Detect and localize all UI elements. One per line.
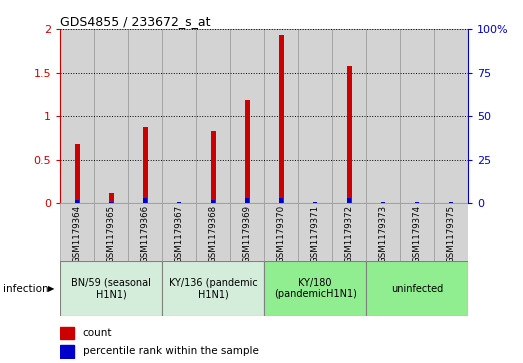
Bar — [162, 29, 196, 203]
Text: GSM1179373: GSM1179373 — [379, 205, 388, 264]
Bar — [347, 198, 351, 203]
Text: GSM1179367: GSM1179367 — [175, 205, 184, 264]
Bar — [60, 327, 74, 339]
Text: GSM1179372: GSM1179372 — [345, 205, 354, 264]
Bar — [94, 203, 128, 270]
Bar — [434, 203, 468, 270]
Text: count: count — [83, 328, 112, 338]
Text: infection: infection — [3, 284, 48, 294]
Bar — [162, 203, 196, 270]
Text: GSM1179370: GSM1179370 — [277, 205, 286, 264]
Bar — [313, 201, 317, 203]
Bar — [332, 29, 366, 203]
Bar — [211, 200, 215, 203]
Text: uninfected: uninfected — [391, 284, 443, 294]
Text: GSM1179371: GSM1179371 — [311, 205, 320, 264]
Bar — [128, 29, 162, 203]
Bar — [143, 198, 147, 203]
Bar — [332, 203, 366, 270]
Text: BN/59 (seasonal
H1N1): BN/59 (seasonal H1N1) — [71, 278, 151, 299]
Bar — [128, 203, 162, 270]
Bar — [245, 198, 249, 203]
Text: GSM1179374: GSM1179374 — [413, 205, 422, 264]
Bar — [211, 131, 215, 203]
Bar — [230, 29, 264, 203]
Text: GSM1179369: GSM1179369 — [243, 205, 252, 263]
Bar — [415, 201, 419, 203]
Text: GSM1179364: GSM1179364 — [73, 205, 82, 264]
Text: GSM1179365: GSM1179365 — [107, 205, 116, 264]
Bar — [109, 201, 113, 203]
Bar — [264, 203, 298, 270]
Bar — [60, 203, 94, 270]
Bar — [279, 198, 283, 203]
Bar — [245, 101, 249, 203]
Bar — [177, 201, 181, 203]
Text: KY/180
(pandemicH1N1): KY/180 (pandemicH1N1) — [274, 278, 357, 299]
Bar — [264, 261, 366, 316]
Bar — [366, 203, 400, 270]
Text: GDS4855 / 233672_s_at: GDS4855 / 233672_s_at — [60, 15, 211, 28]
Text: GSM1179366: GSM1179366 — [141, 205, 150, 264]
Bar — [298, 203, 332, 270]
Bar — [75, 200, 79, 203]
Bar — [366, 261, 468, 316]
Bar — [400, 29, 434, 203]
Text: ▶: ▶ — [49, 284, 55, 293]
Bar — [60, 29, 94, 203]
Bar — [381, 201, 385, 203]
Bar — [400, 203, 434, 270]
Bar — [60, 261, 162, 316]
Bar — [109, 193, 113, 203]
Text: KY/136 (pandemic
H1N1): KY/136 (pandemic H1N1) — [169, 278, 257, 299]
Bar — [94, 29, 128, 203]
Bar — [434, 29, 468, 203]
Bar — [279, 35, 283, 203]
Bar — [75, 144, 79, 203]
Bar — [347, 66, 351, 203]
Bar — [196, 29, 230, 203]
Bar — [449, 201, 453, 203]
Bar — [298, 29, 332, 203]
Text: percentile rank within the sample: percentile rank within the sample — [83, 346, 258, 356]
Bar — [60, 345, 74, 358]
Bar — [162, 261, 264, 316]
Bar — [264, 29, 298, 203]
Bar — [366, 29, 400, 203]
Text: GSM1179375: GSM1179375 — [447, 205, 456, 264]
Text: GSM1179368: GSM1179368 — [209, 205, 218, 264]
Bar — [196, 203, 230, 270]
Bar — [230, 203, 264, 270]
Bar — [143, 127, 147, 203]
